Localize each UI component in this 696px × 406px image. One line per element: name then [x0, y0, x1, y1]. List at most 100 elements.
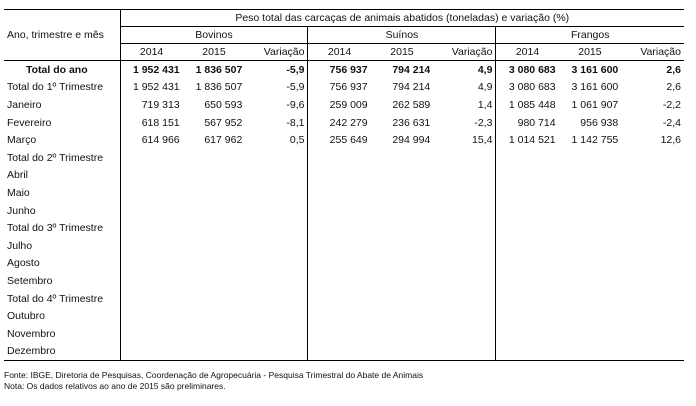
header-row: Ano, trimestre e mês Peso total das carca…: [4, 9, 684, 61]
table-cell: 3 080 683: [495, 78, 559, 97]
row-label: Agosto: [4, 254, 121, 273]
table-cell: [559, 307, 622, 325]
table-cell: [558, 342, 622, 362]
table-cell: 2,6: [666, 63, 681, 76]
table-cell: 2,6: [666, 81, 681, 94]
table-cell: 567 952: [204, 116, 243, 129]
table-cell: [307, 254, 371, 273]
row-label: Abril: [4, 166, 121, 185]
table-cell: [120, 272, 183, 290]
table-cell: 618 151: [141, 116, 180, 129]
table-cell: [120, 219, 183, 237]
table-cell: 4,9: [477, 63, 493, 76]
table-cell: [495, 342, 559, 362]
table-cell: [621, 219, 684, 237]
table-cell: [433, 184, 496, 202]
table-cell: [559, 149, 622, 167]
source: Fonte: IBGE, Diretoria de Pesquisas, Coo…: [4, 370, 424, 380]
table-cell: [433, 272, 496, 290]
table-cell: 255 649: [307, 131, 371, 149]
table-cell: -2,2: [662, 98, 681, 111]
table-cell: [245, 167, 308, 185]
table-cell: [495, 324, 559, 343]
row-label: Março: [4, 131, 121, 149]
column-header: Variação: [245, 43, 308, 61]
table-cell: [559, 272, 622, 290]
table-row: Março 614 966 617 962 0,5 255 649 294 994 15,4…: [4, 131, 684, 149]
table-cell: [183, 290, 246, 308]
row-label: Total do 4º Trimestre: [4, 289, 121, 308]
data-table: Ano, trimestre e mês Peso total das carca…: [4, 9, 684, 362]
table-cell: 1 061 907: [571, 98, 619, 111]
note: Nota: Os dados relativos ao ano de 2015 …: [4, 381, 226, 391]
table-cell: [370, 342, 434, 362]
table-cell: [621, 290, 684, 308]
table-cell: [307, 184, 371, 202]
row-label: Dezembro: [4, 342, 121, 362]
column-header: 2014: [307, 43, 371, 61]
table-cell: 262 589: [392, 98, 431, 111]
table-cell: 794 214: [392, 63, 431, 76]
table-cell: [495, 307, 559, 325]
table-cell: 3 161 600: [571, 81, 619, 94]
table-cell: [307, 272, 371, 290]
table-cell: -2,3: [474, 116, 493, 129]
table-cell: [433, 149, 496, 167]
table-cell: [559, 167, 622, 185]
table-cell: [495, 236, 559, 255]
table-cell: [307, 236, 371, 255]
table-cell: [621, 325, 684, 343]
table-cell: [307, 148, 371, 167]
table-cell: 756 937: [307, 78, 371, 97]
table-cell: [621, 255, 684, 273]
table-cell: [120, 290, 183, 308]
table-cell: 1 952 431: [132, 63, 180, 76]
table-cell: [495, 272, 559, 290]
row-label: Janeiro: [4, 96, 121, 114]
table-cell: [245, 342, 308, 362]
table-cell: [245, 272, 308, 290]
column-header: 2015: [558, 43, 622, 61]
table-row: Total do 2º Trimestre: [4, 148, 684, 167]
table-row: Maio: [4, 184, 684, 202]
table-cell: [182, 342, 246, 362]
table-row: Total do 4º Trimestre: [4, 289, 684, 308]
row-label: Maio: [4, 184, 121, 202]
table-cell: [371, 255, 434, 273]
table-cell: [307, 289, 371, 308]
table-cell: [621, 307, 684, 325]
table-cell: 294 994: [392, 134, 431, 147]
row-label: Total do ano: [4, 60, 121, 79]
table-cell: [559, 237, 622, 255]
table-cell: [559, 219, 622, 237]
table-cell: [495, 289, 559, 308]
table-cell: 617 962: [204, 134, 243, 147]
table-cell: [371, 167, 434, 185]
table-cell: [371, 307, 434, 325]
table-cell: [621, 202, 684, 220]
group-header: Frangos: [495, 26, 684, 44]
table-cell: [371, 202, 434, 220]
table-cell: [120, 184, 183, 202]
table-cell: 4,9: [477, 81, 493, 94]
table-cell: 1 142 755: [571, 134, 619, 147]
table-cell: [371, 290, 434, 308]
column-header: 2014: [119, 43, 183, 61]
header-row: 2014 2015 Variação 2014 2015 Variação 2014 2015…: [4, 43, 684, 61]
table-cell: 614 966: [141, 134, 180, 147]
table-cell: 1 836 507: [195, 63, 243, 76]
table-cell: [559, 202, 622, 220]
table-cell: 756 937: [307, 60, 371, 79]
table-cell: [495, 148, 559, 167]
table-cell: [120, 202, 183, 220]
table-cell: [433, 255, 496, 273]
table-cell: [183, 237, 246, 255]
table-cell: [183, 307, 246, 325]
table-row: Junho: [4, 201, 684, 220]
table-cell: [433, 237, 496, 255]
row-label: Setembro: [4, 272, 121, 290]
table-row: Dezembro: [4, 342, 684, 362]
table-row: Abril: [4, 166, 684, 185]
table-cell: 1,4: [477, 98, 493, 111]
table-cell: [307, 342, 371, 362]
